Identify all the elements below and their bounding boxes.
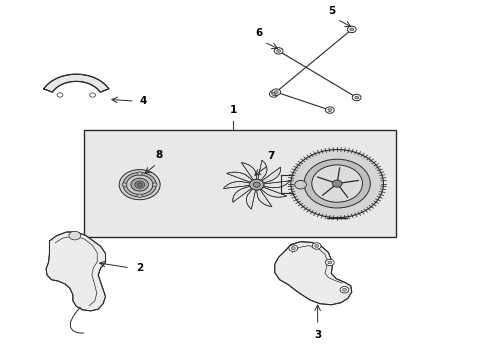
- Polygon shape: [246, 189, 255, 209]
- Circle shape: [122, 183, 127, 186]
- Circle shape: [249, 180, 263, 190]
- Text: 4: 4: [140, 96, 147, 106]
- Bar: [83, 130, 395, 237]
- Polygon shape: [43, 74, 109, 92]
- Circle shape: [137, 183, 142, 186]
- Text: 3: 3: [313, 330, 321, 340]
- Polygon shape: [264, 181, 289, 188]
- Circle shape: [271, 89, 280, 95]
- Polygon shape: [241, 163, 256, 180]
- Circle shape: [331, 180, 341, 187]
- Polygon shape: [232, 186, 251, 202]
- Circle shape: [119, 170, 160, 200]
- Circle shape: [123, 172, 156, 197]
- Circle shape: [294, 180, 306, 189]
- Circle shape: [339, 287, 348, 293]
- Text: 6: 6: [255, 28, 262, 39]
- Circle shape: [325, 107, 333, 113]
- Circle shape: [89, 93, 95, 97]
- Circle shape: [304, 159, 369, 208]
- Circle shape: [354, 96, 358, 99]
- Circle shape: [327, 109, 331, 112]
- Circle shape: [288, 245, 297, 251]
- Polygon shape: [223, 181, 249, 189]
- Circle shape: [290, 149, 383, 218]
- Circle shape: [253, 182, 260, 187]
- Polygon shape: [262, 167, 280, 183]
- Circle shape: [274, 91, 278, 94]
- Circle shape: [271, 93, 275, 95]
- Circle shape: [351, 94, 360, 101]
- Polygon shape: [46, 232, 105, 311]
- Text: 2: 2: [136, 263, 143, 273]
- Circle shape: [269, 91, 278, 97]
- Circle shape: [126, 175, 153, 194]
- Circle shape: [152, 183, 157, 186]
- Circle shape: [274, 48, 283, 54]
- Circle shape: [291, 247, 295, 249]
- Polygon shape: [274, 242, 351, 305]
- Circle shape: [57, 93, 63, 97]
- Circle shape: [69, 231, 81, 240]
- Circle shape: [131, 178, 148, 191]
- Circle shape: [137, 172, 142, 175]
- Text: 1: 1: [229, 105, 237, 116]
- Circle shape: [342, 288, 346, 291]
- Circle shape: [327, 261, 331, 264]
- Polygon shape: [261, 187, 286, 197]
- Polygon shape: [257, 160, 266, 180]
- Polygon shape: [256, 190, 271, 207]
- Circle shape: [314, 244, 318, 247]
- Circle shape: [312, 243, 321, 249]
- Circle shape: [325, 259, 333, 266]
- Text: 7: 7: [267, 151, 274, 161]
- Circle shape: [349, 28, 353, 31]
- Text: 8: 8: [155, 150, 163, 160]
- Polygon shape: [226, 172, 252, 182]
- Circle shape: [137, 194, 142, 198]
- Text: 5: 5: [328, 6, 335, 16]
- Circle shape: [346, 26, 355, 33]
- Circle shape: [135, 181, 144, 188]
- Circle shape: [311, 165, 362, 202]
- Circle shape: [276, 49, 280, 52]
